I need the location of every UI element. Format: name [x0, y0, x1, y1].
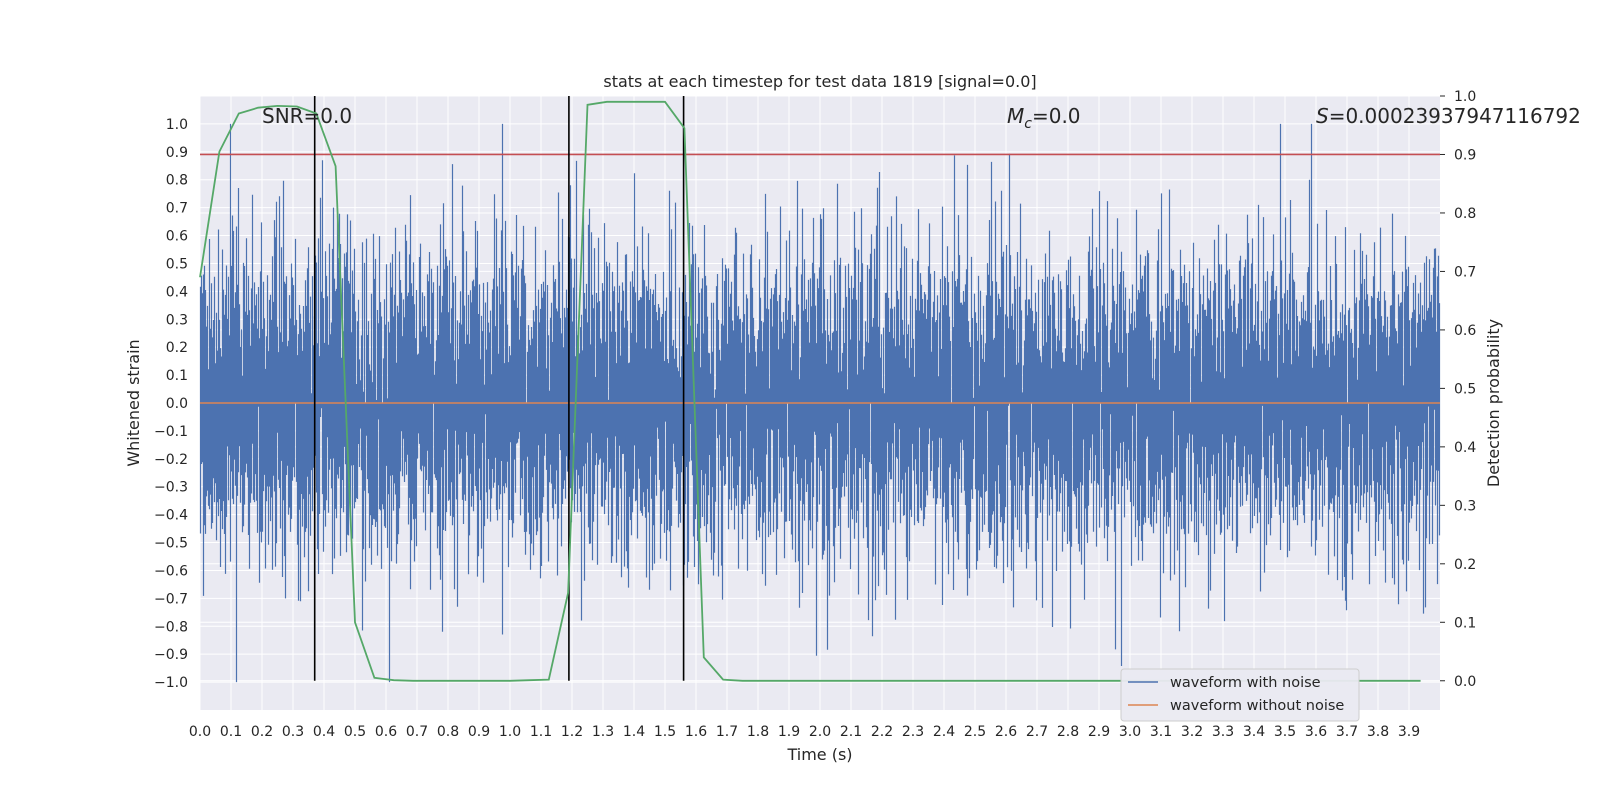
x-tick-label: 0.4 [313, 724, 335, 740]
x-tick-label: 2.5 [964, 724, 986, 740]
legend: waveform with noise waveform without noi… [1120, 668, 1360, 722]
y-right-tick-label: 0.3 [1454, 498, 1476, 514]
y-tick-label: 1.0 [166, 117, 188, 133]
x-tick-label: 2.2 [871, 724, 893, 740]
x-tick-label: 2.1 [840, 724, 862, 740]
x-tick-label: 0.0 [189, 724, 211, 740]
y-tick-label: 0.9 [166, 145, 188, 161]
y-right-tick-label: 0.6 [1454, 323, 1476, 339]
y-tick-label: −0.7 [154, 591, 188, 607]
y-tick-label: −0.1 [154, 424, 188, 440]
x-tick-label: 3.2 [1181, 724, 1203, 740]
chirp-mass-value: =0.0 [1032, 104, 1081, 128]
x-tick-label: 1.7 [716, 724, 738, 740]
x-tick-label: 0.2 [251, 724, 273, 740]
x-tick-label: 1.0 [499, 724, 521, 740]
detection-probability-series [199, 100, 1421, 682]
x-tick-label: 2.8 [1057, 724, 1079, 740]
y-right-tick-label: 0.2 [1454, 557, 1476, 573]
x-tick-label: 1.2 [561, 724, 583, 740]
x-axis-label: Time (s) [786, 745, 852, 764]
legend-label-noise: waveform with noise [1170, 675, 1321, 691]
y-tick-label: −0.8 [154, 619, 188, 635]
chart-title: stats at each timestep for test data 181… [603, 72, 1036, 91]
y-axis-label: Whitened strain [124, 339, 143, 466]
x-tick-label: 1.4 [623, 724, 645, 740]
s-value-annotation: S=0.00023937947116792 [1316, 104, 1581, 128]
y-right-tick-label: 0.1 [1454, 615, 1476, 631]
x-tick-label: 2.6 [995, 724, 1017, 740]
x-tick-label: 0.1 [220, 724, 242, 740]
y-tick-label: 0.0 [166, 396, 188, 412]
y-right-tick-label: 0.9 [1454, 147, 1476, 163]
x-tick-label: 3.6 [1305, 724, 1327, 740]
x-tick-label: 0.3 [282, 724, 304, 740]
x-tick-label: 3.7 [1336, 724, 1358, 740]
y-tick-label: −0.5 [154, 536, 188, 552]
x-tick-label: 2.7 [1026, 724, 1048, 740]
x-tick-label: 1.5 [654, 724, 676, 740]
x-tick-label: 1.9 [778, 724, 800, 740]
y-right-tick-label: 0.7 [1454, 264, 1476, 280]
chirp-mass-subscript: c [1024, 116, 1032, 132]
y-tick-label: 0.3 [166, 312, 188, 328]
y-tick-label: 0.2 [166, 340, 188, 356]
snr-annotation: SNR=0.0 [262, 104, 352, 128]
y-tick-label: −0.6 [154, 563, 188, 579]
y-tick-label: 0.8 [166, 173, 188, 189]
x-tick-label: 1.6 [685, 724, 707, 740]
y-tick-label: −1.0 [154, 675, 188, 691]
waveform-with-noise-series [199, 123, 1441, 683]
y-tick-label: −0.2 [154, 452, 188, 468]
y-tick-label: −0.4 [154, 508, 188, 524]
y-tick-label: 0.6 [166, 229, 188, 245]
x-tick-label: 2.3 [902, 724, 924, 740]
legend-label-clean: waveform without noise [1170, 698, 1344, 714]
x-tick-label: 3.1 [1150, 724, 1172, 740]
chirp-mass-symbol: M [1007, 104, 1024, 128]
x-tick-label: 2.4 [933, 724, 955, 740]
y-tick-labels: 1.0 0.9 0.8 0.7 0.6 0.5 0.4 0.3 0.2 0.1 0.0 −0.1 −0.… [154, 117, 188, 691]
x-tick-label: 1.1 [530, 724, 552, 740]
chirp-mass-annotation: Mc=0.0 [1007, 104, 1081, 132]
x-tick-label: 0.7 [406, 724, 428, 740]
y-tick-label: 0.5 [166, 256, 188, 272]
y-tick-label: 0.7 [166, 201, 188, 217]
y-right-tick-label: 1.0 [1454, 89, 1476, 105]
x-tick-label: 0.5 [344, 724, 366, 740]
s-symbol: S [1316, 104, 1329, 128]
x-tick-label: 3.0 [1119, 724, 1141, 740]
x-tick-label: 2.9 [1088, 724, 1110, 740]
y-right-tick-label: 0.0 [1454, 674, 1476, 690]
x-tick-label: 0.9 [468, 724, 490, 740]
x-tick-label: 0.8 [437, 724, 459, 740]
x-tick-label: 3.9 [1398, 724, 1420, 740]
x-tick-label: 3.4 [1243, 724, 1265, 740]
x-tick-label: 3.8 [1367, 724, 1389, 740]
x-tick-label: 3.3 [1212, 724, 1234, 740]
y-right-tick-label: 0.8 [1454, 206, 1476, 222]
y-right-axis-label: Detection probability [1484, 319, 1503, 487]
detection-probability-line [199, 100, 1421, 682]
y-right-tick-label: 0.4 [1454, 440, 1476, 456]
x-tick-labels: 0.0 0.1 0.2 0.3 0.4 0.5 0.6 0.7 0.8 0.9 1.0 1.1 1.2 1… [189, 724, 1420, 740]
y-tick-label: −0.9 [154, 647, 188, 663]
x-tick-label: 3.5 [1274, 724, 1296, 740]
y-tick-label: 0.4 [166, 284, 188, 300]
waveform-with-noise-line [199, 123, 1441, 683]
y-right-tick-labels: 1.0 0.9 0.8 0.7 0.6 0.5 0.4 0.3 0.2 0.1 0.0 [1454, 89, 1476, 690]
x-tick-label: 1.3 [592, 724, 614, 740]
legend-box [1120, 668, 1360, 722]
x-tick-label: 0.6 [375, 724, 397, 740]
y-tick-label: −0.3 [154, 480, 188, 496]
y-right-tick-label: 0.5 [1454, 381, 1476, 397]
x-tick-label: 2.0 [809, 724, 831, 740]
x-tick-label: 1.8 [747, 724, 769, 740]
s-value: =0.00023937947116792 [1329, 104, 1581, 128]
y-tick-label: 0.1 [166, 368, 188, 384]
